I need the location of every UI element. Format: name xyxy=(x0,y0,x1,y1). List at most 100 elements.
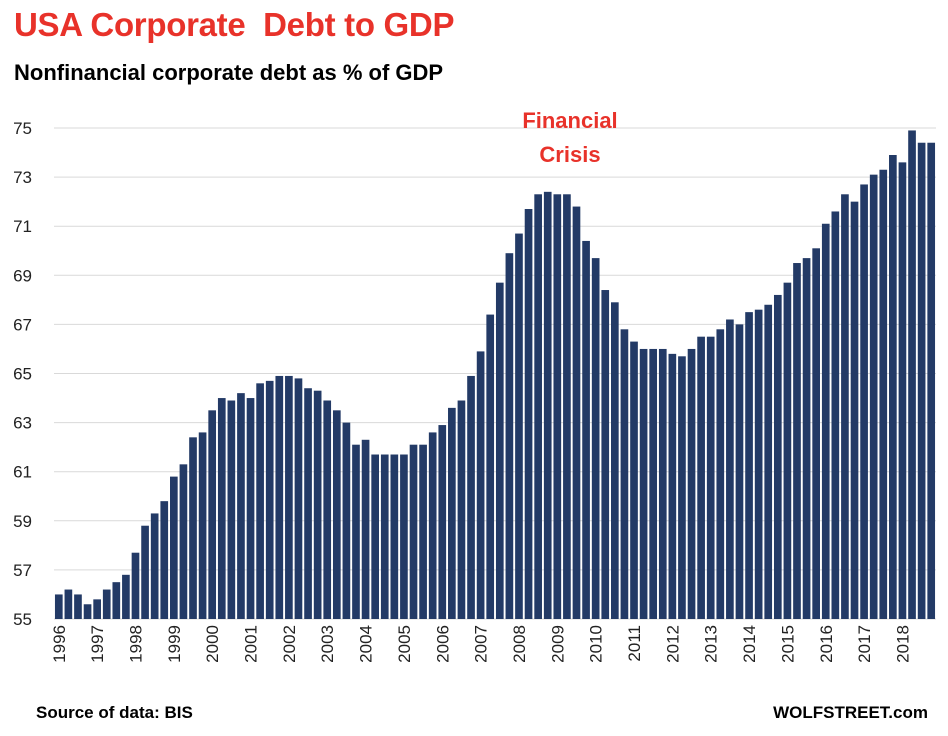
bar xyxy=(879,169,888,620)
bar xyxy=(764,304,773,619)
x-axis-labels: 1996 1997 1998 1999 2000 2001 2002 2003 2004 2005… xyxy=(50,625,913,663)
bar xyxy=(179,464,188,619)
bar xyxy=(563,194,571,620)
bar xyxy=(745,312,753,620)
bar xyxy=(361,439,370,619)
x-tick-label: 2002 xyxy=(280,625,299,663)
x-tick-label: 2001 xyxy=(242,625,261,663)
bar xyxy=(246,398,255,619)
bar xyxy=(572,206,581,619)
annotation-line-1: Financial xyxy=(522,108,618,133)
bar xyxy=(658,348,667,619)
bar xyxy=(122,574,130,619)
bar xyxy=(917,142,926,620)
bar xyxy=(323,400,332,619)
bar xyxy=(93,599,101,619)
bar xyxy=(831,211,840,619)
bar xyxy=(783,282,792,619)
bar xyxy=(208,410,217,619)
financial-crisis-annotation: Financial Crisis xyxy=(500,104,640,172)
y-tick-label: 55 xyxy=(13,610,32,629)
bar xyxy=(869,174,878,619)
bar xyxy=(352,444,360,619)
bar xyxy=(74,594,82,619)
x-tick-label: 1996 xyxy=(50,625,69,663)
bar xyxy=(486,314,495,619)
x-tick-label: 2016 xyxy=(817,625,836,663)
bar xyxy=(524,209,533,619)
bar xyxy=(256,383,264,619)
bar xyxy=(457,400,466,619)
bar xyxy=(697,336,705,619)
bar xyxy=(102,589,111,619)
bar xyxy=(313,390,322,619)
bar xyxy=(630,341,638,619)
bar xyxy=(908,130,916,619)
bar xyxy=(198,432,207,619)
bar xyxy=(841,194,849,620)
bar xyxy=(476,351,485,619)
bar xyxy=(793,263,801,619)
x-tick-label: 2000 xyxy=(203,625,222,663)
bar xyxy=(553,194,562,620)
bar xyxy=(601,290,610,619)
bar xyxy=(227,400,236,619)
bar xyxy=(495,282,504,619)
y-axis-labels: 55 57 59 61 63 65 67 69 71 73 75 xyxy=(13,119,32,629)
bar xyxy=(639,348,648,619)
bar xyxy=(112,582,121,619)
x-tick-label: 2005 xyxy=(395,625,414,663)
x-tick-label: 2017 xyxy=(855,625,874,663)
bar xyxy=(687,348,696,619)
bar xyxy=(131,552,140,619)
x-tick-label: 2008 xyxy=(510,625,529,663)
x-tick-label: 2018 xyxy=(893,625,912,663)
x-tick-label: 1998 xyxy=(126,625,145,663)
bar xyxy=(170,476,178,619)
y-tick-label: 73 xyxy=(13,168,32,187)
y-tick-label: 69 xyxy=(13,266,32,285)
y-tick-label: 75 xyxy=(13,119,32,138)
bar xyxy=(678,356,686,619)
bar xyxy=(342,422,351,619)
bar xyxy=(543,191,552,619)
bar xyxy=(419,444,427,619)
y-tick-label: 59 xyxy=(13,512,32,531)
bar xyxy=(371,454,379,619)
bar xyxy=(409,444,418,619)
bar xyxy=(591,258,600,619)
bars xyxy=(54,130,936,620)
bar xyxy=(802,258,811,619)
bar xyxy=(380,454,389,619)
bar xyxy=(160,501,169,619)
x-tick-label: 2012 xyxy=(663,625,682,663)
bar xyxy=(735,324,744,619)
y-tick-label: 67 xyxy=(13,315,32,334)
bar xyxy=(390,454,399,619)
bar xyxy=(285,375,293,619)
bar xyxy=(668,353,677,619)
bar xyxy=(611,302,619,619)
x-tick-label: 2010 xyxy=(587,625,606,663)
bar xyxy=(850,201,859,619)
bar xyxy=(294,378,303,619)
y-tick-label: 57 xyxy=(13,561,32,580)
brand-label: WOLFSTREET.com xyxy=(773,703,928,722)
y-tick-label: 65 xyxy=(13,365,32,384)
bar xyxy=(83,604,92,619)
bar xyxy=(860,184,868,619)
bar xyxy=(515,233,523,619)
bar xyxy=(773,294,782,619)
bar xyxy=(889,155,897,619)
bar xyxy=(505,253,514,619)
bar xyxy=(237,393,245,619)
y-tick-label: 63 xyxy=(13,414,32,433)
bar xyxy=(821,223,830,619)
bar xyxy=(726,319,734,619)
bar xyxy=(400,454,408,619)
bar xyxy=(649,348,658,619)
bar xyxy=(754,309,763,619)
chart-title: USA Corporate Debt to GDP xyxy=(14,6,455,43)
bar xyxy=(189,437,197,619)
